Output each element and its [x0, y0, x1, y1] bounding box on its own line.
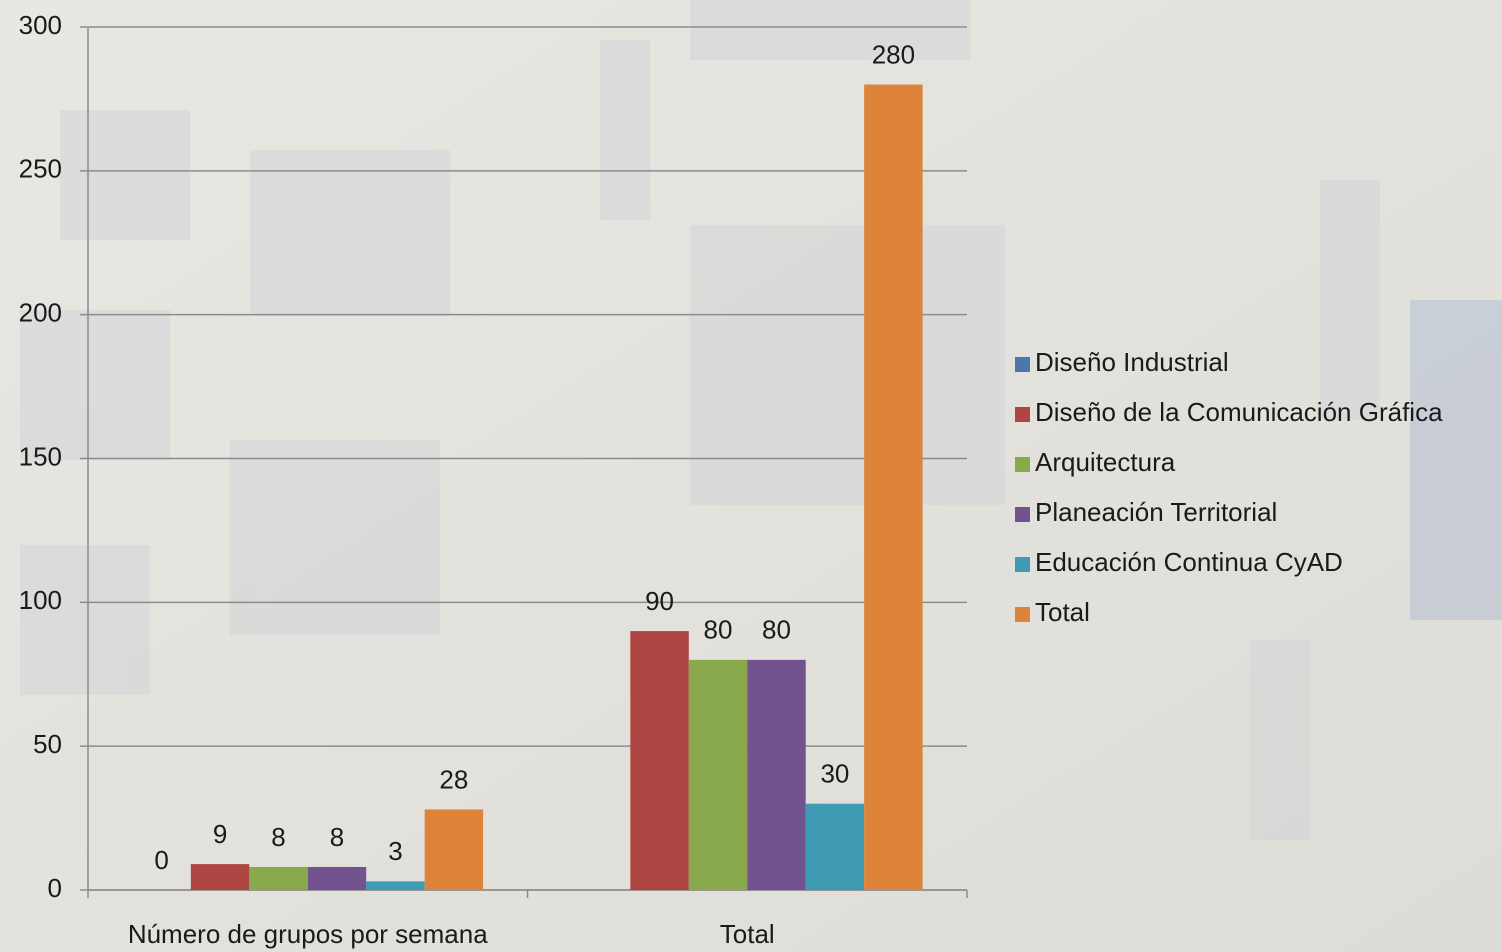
y-tick-label: 150 [19, 441, 62, 471]
bar [688, 659, 748, 890]
bar [424, 809, 484, 890]
data-label: 9 [213, 819, 227, 849]
bar [630, 631, 689, 890]
legend-swatch [1015, 557, 1030, 572]
data-label: 3 [388, 836, 402, 866]
legend-swatch [1015, 507, 1030, 522]
data-label: 8 [271, 822, 285, 852]
legend-swatch [1015, 357, 1030, 372]
y-tick-label: 300 [19, 10, 62, 40]
y-tick-label: 250 [19, 154, 62, 184]
data-label: 280 [872, 39, 915, 69]
x-tick-label: Total [720, 919, 775, 949]
legend-label: Arquitectura [1035, 447, 1176, 477]
bar [307, 866, 367, 890]
data-label: 8 [330, 822, 344, 852]
bar [249, 866, 308, 890]
y-tick-label: 50 [33, 729, 62, 759]
bar [366, 881, 425, 890]
data-label: 28 [439, 764, 468, 794]
y-tick-label: 100 [19, 585, 62, 615]
legend-label: Diseño de la Comunicación Gráfica [1035, 397, 1443, 427]
y-tick-label: 0 [48, 873, 62, 903]
data-label: 90 [645, 586, 674, 616]
bar [190, 864, 250, 890]
legend-swatch [1015, 457, 1030, 472]
bar [864, 84, 923, 891]
bar [805, 803, 865, 890]
data-label: 80 [762, 615, 791, 645]
x-tick-label: Número de grupos por semana [128, 919, 488, 949]
legend-label: Total [1035, 597, 1090, 627]
legend-label: Planeación Territorial [1035, 497, 1277, 527]
data-label: 80 [704, 615, 733, 645]
legend-swatch [1015, 607, 1030, 622]
legend-label: Diseño Industrial [1035, 347, 1229, 377]
legend-label: Educación Continua CyAD [1035, 547, 1343, 577]
legend-swatch [1015, 407, 1030, 422]
data-label: 0 [154, 845, 168, 875]
y-tick-label: 200 [19, 298, 62, 328]
data-label: 30 [820, 759, 849, 789]
bar [747, 659, 806, 890]
